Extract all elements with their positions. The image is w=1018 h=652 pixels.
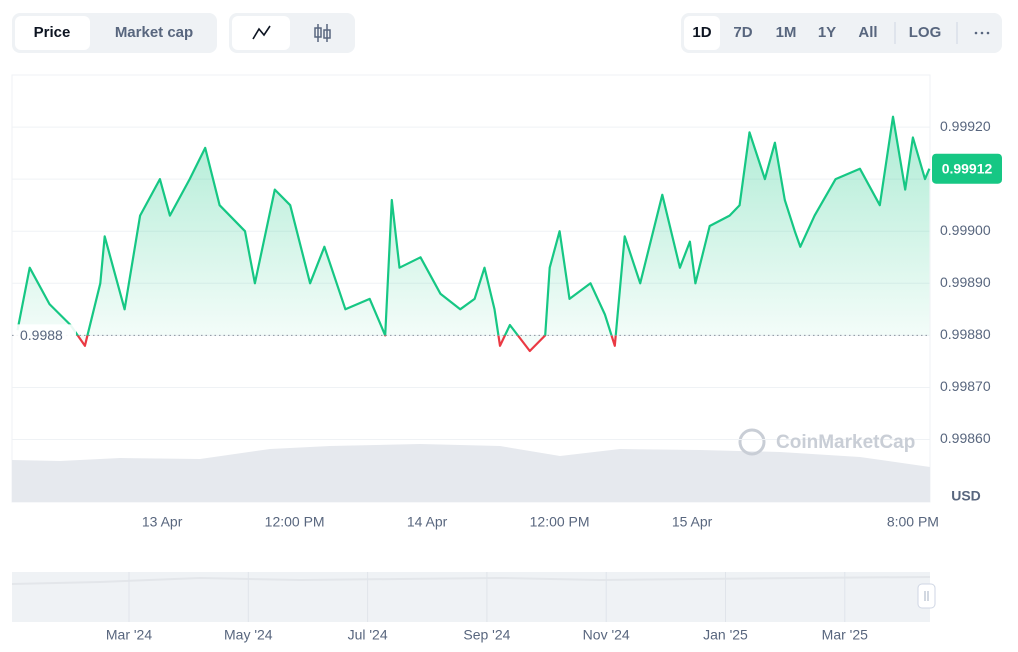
navigator-label: Jul '24 xyxy=(348,627,388,643)
x-tick-label: 12:00 PM xyxy=(530,514,590,530)
log-button[interactable]: LOG xyxy=(909,24,942,41)
more-button[interactable] xyxy=(974,31,990,35)
navigator-line xyxy=(11,576,931,585)
y-tick-label: 0.99870 xyxy=(940,378,991,394)
baseline-label: 0.9988 xyxy=(20,327,63,343)
tab[interactable]: Market cap xyxy=(115,24,193,41)
price-area xyxy=(17,116,930,351)
x-tick-label: 14 Apr xyxy=(407,514,448,530)
navigator-label: Mar '25 xyxy=(822,627,868,643)
price-line xyxy=(16,115,931,353)
navigator-label: May '24 xyxy=(224,627,273,643)
y-tick-label: 0.99900 xyxy=(940,222,991,238)
range-active[interactable] xyxy=(684,16,720,50)
line-icon xyxy=(252,25,271,40)
x-tick-label: 15 Apr xyxy=(672,514,713,530)
current-price-badge xyxy=(932,153,1002,184)
watermark-logo xyxy=(738,428,766,456)
volume-area xyxy=(12,444,930,502)
tab-active[interactable] xyxy=(15,16,90,50)
baseline-badge xyxy=(14,324,76,347)
range-button[interactable]: 1Y xyxy=(818,24,836,41)
y-unit: USD xyxy=(951,488,981,504)
candle-icon[interactable] xyxy=(314,24,331,42)
navigator-label: Nov '24 xyxy=(583,627,630,643)
navigator-label: Jan '25 xyxy=(703,627,748,643)
y-tick-label: 0.99920 xyxy=(940,118,991,134)
y-tick-label: 0.99890 xyxy=(940,274,991,290)
navigator-label: Mar '24 xyxy=(106,627,152,643)
navigator-handle[interactable] xyxy=(917,583,936,609)
x-tick-label: 12:00 PM xyxy=(265,514,325,530)
range-button[interactable]: 7D xyxy=(733,24,752,41)
tab[interactable]: Price xyxy=(34,24,71,41)
range-group xyxy=(681,13,1002,53)
x-tick-label: 13 Apr xyxy=(142,514,183,530)
line-type-button[interactable] xyxy=(232,16,290,50)
x-tick-label: 8:00 PM xyxy=(887,514,939,530)
navigator-label: Sep '24 xyxy=(463,627,510,643)
y-tick-label: 0.99860 xyxy=(940,430,991,446)
y-tick-label: 0.99880 xyxy=(940,326,991,342)
range-button[interactable]: All xyxy=(858,24,877,41)
watermark: CoinMarketCap xyxy=(776,432,915,453)
current-price-label: 0.99912 xyxy=(942,160,993,176)
range-button[interactable]: 1D xyxy=(692,24,711,41)
range-button[interactable]: 1M xyxy=(776,24,797,41)
